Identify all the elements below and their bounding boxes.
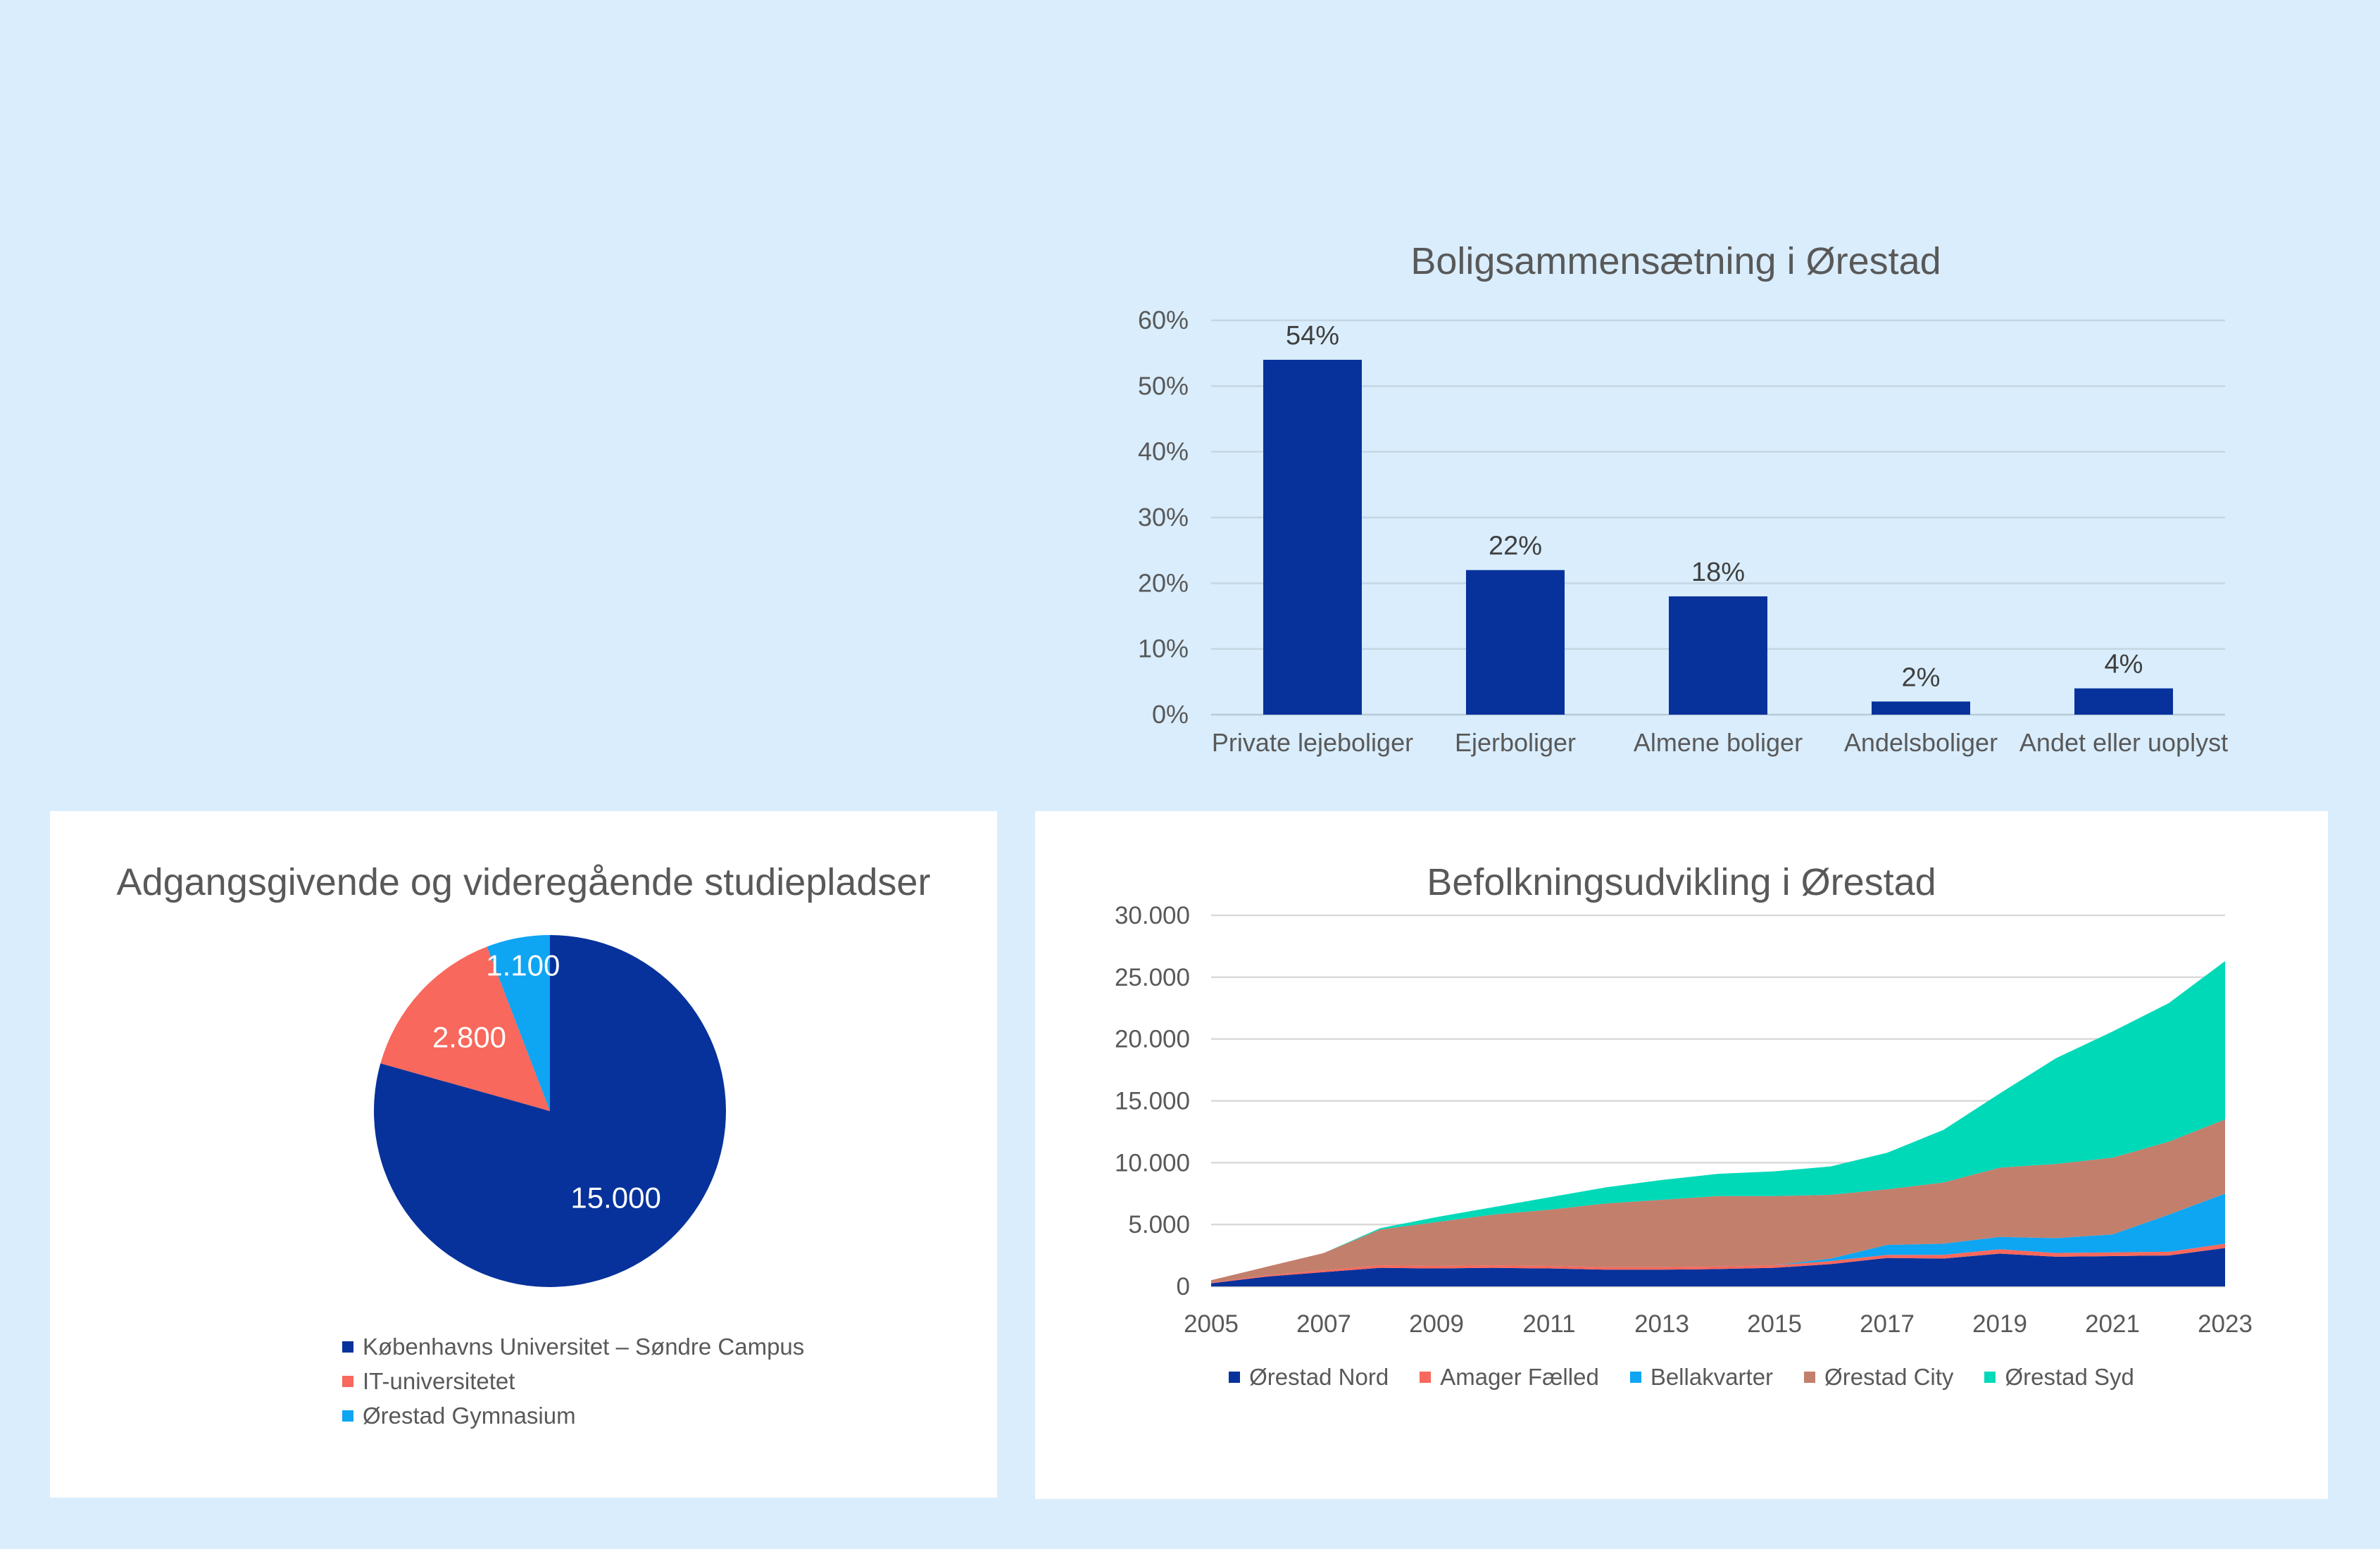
y-tick-label: 10.000 — [1115, 1149, 1190, 1177]
y-tick-label: 60% — [1138, 306, 1189, 334]
bar-4 — [2074, 688, 2173, 715]
bar-1 — [1466, 570, 1565, 715]
x-category-label: Andelsboliger — [1844, 728, 1998, 757]
y-tick-label: 10% — [1138, 634, 1189, 663]
legend-label: Ørestad City — [1824, 1364, 1954, 1390]
bar-value-label: 22% — [1489, 532, 1542, 561]
y-tick-label: 0 — [1177, 1273, 1190, 1300]
bar-value-label: 54% — [1286, 321, 1339, 351]
legend-swatch-icon — [1804, 1372, 1816, 1383]
area-legend-item-1: Amager Fælled — [1420, 1360, 1599, 1394]
legend-swatch-icon — [1629, 1372, 1641, 1383]
legend-label: Ørestad Gymnasium — [363, 1402, 576, 1429]
x-tick-label: 2023 — [2198, 1310, 2253, 1338]
pie-chart-svg: 15.000 2.800 1.100 — [373, 935, 726, 1287]
pie-slice-1 — [380, 946, 550, 1111]
pie-slice-value-label: 15.000 — [570, 1181, 660, 1215]
pie-legend-item-0: Københavns Universitet – Søndre Campus — [342, 1329, 804, 1364]
legend-label: Ørestad Nord — [1249, 1364, 1389, 1390]
area-legend-item-4: Ørestad Syd — [1984, 1360, 2134, 1394]
study-places-card: Adgangsgivende og videregående studiepla… — [50, 811, 997, 1498]
y-tick-label: 20% — [1138, 568, 1189, 597]
y-tick-label: 0% — [1152, 700, 1189, 729]
x-tick-label: 2019 — [1972, 1310, 2027, 1338]
area-legend-item-2: Bellakvarter — [1629, 1360, 1774, 1394]
x-tick-label: 2017 — [1860, 1310, 1915, 1338]
legend-label: Amager Fælled — [1440, 1364, 1599, 1390]
area-series-2 — [1211, 1193, 2225, 1283]
x-category-label: Andet eller uoplyst — [2019, 728, 2228, 757]
bar-value-label: 18% — [1691, 558, 1745, 587]
pie-slice-value-label: 2.800 — [432, 1021, 506, 1054]
x-tick-label: 2011 — [1522, 1310, 1575, 1338]
x-tick-label: 2007 — [1296, 1310, 1351, 1338]
y-tick-label: 40% — [1138, 437, 1189, 466]
area-legend-item-0: Ørestad Nord — [1229, 1360, 1389, 1394]
y-tick-label: 15.000 — [1115, 1088, 1190, 1115]
area-series-1 — [1211, 1243, 2225, 1284]
legend-label: Københavns Universitet – Søndre Campus — [363, 1333, 805, 1360]
area-series-4 — [1211, 960, 2225, 1281]
y-tick-label: 30.000 — [1115, 902, 1190, 929]
x-tick-label: 2009 — [1409, 1310, 1464, 1338]
y-tick-label: 5.000 — [1128, 1211, 1190, 1238]
x-tick-label: 2015 — [1747, 1310, 1802, 1338]
legend-swatch-icon — [1229, 1372, 1241, 1383]
bar-0 — [1263, 360, 1362, 715]
legend-label: IT-universitetet — [363, 1367, 515, 1394]
x-category-label: Private lejeboliger — [1212, 728, 1413, 757]
pie-slice-value-label: 1.100 — [486, 949, 560, 982]
y-tick-label: 20.000 — [1115, 1026, 1190, 1053]
legend-swatch-icon — [1420, 1372, 1432, 1383]
pie-legend: Københavns Universitet – Søndre Campus IT… — [342, 1329, 804, 1433]
bar-value-label: 4% — [2105, 650, 2143, 679]
bar-value-label: 2% — [1902, 663, 1941, 692]
area-chart-title: Befolkningsudvikling i Ørestad — [1427, 861, 1936, 903]
area-chart-svg: 0 5.000 10.000 15.000 20.000 25.000 30.000 2005… — [1115, 902, 2253, 1338]
pie-slice-2 — [487, 935, 550, 1111]
pie-legend-item-2: Ørestad Gymnasium — [342, 1398, 804, 1433]
x-category-label: Ejerboliger — [1455, 728, 1576, 757]
y-tick-label: 50% — [1138, 371, 1189, 400]
legend-swatch-icon — [342, 1375, 353, 1387]
legend-label: Bellakvarter — [1650, 1364, 1774, 1390]
housing-composition-chart: Boligsammensætning i Ørestad 0% 10% 20% 30%… — [1120, 239, 2232, 774]
area-series-0 — [1211, 1248, 2225, 1286]
area-series-3 — [1211, 1119, 2225, 1283]
legend-label: Ørestad Syd — [2005, 1364, 2134, 1390]
y-tick-label: 25.000 — [1115, 964, 1190, 991]
x-category-label: Almene boliger — [1634, 728, 1803, 757]
bar-2 — [1669, 596, 1767, 715]
legend-swatch-icon — [1984, 1372, 1996, 1383]
area-legend-item-3: Ørestad City — [1804, 1360, 1953, 1394]
population-development-card: Befolkningsudvikling i Ørestad 0 5.000 10.… — [1035, 811, 2328, 1499]
legend-swatch-icon — [342, 1341, 353, 1353]
x-tick-label: 2021 — [2085, 1310, 2140, 1338]
legend-swatch-icon — [342, 1410, 353, 1422]
bar-chart-svg: 0% 10% 20% 30% 40% 50% 60% 54% Private lejebolig… — [1138, 306, 2228, 757]
area-legend: Ørestad Nord Amager Fælled Bellakvarter Øre… — [1035, 1360, 2328, 1394]
bar-3 — [1872, 701, 1970, 715]
pie-legend-item-1: IT-universitetet — [342, 1364, 804, 1398]
pie-chart-title: Adgangsgivende og videregående studiepla… — [116, 861, 931, 903]
y-tick-label: 30% — [1138, 503, 1189, 532]
x-tick-label: 2005 — [1184, 1310, 1239, 1338]
bar-chart-title: Boligsammensætning i Ørestad — [1410, 240, 1941, 282]
x-tick-label: 2013 — [1634, 1310, 1689, 1338]
